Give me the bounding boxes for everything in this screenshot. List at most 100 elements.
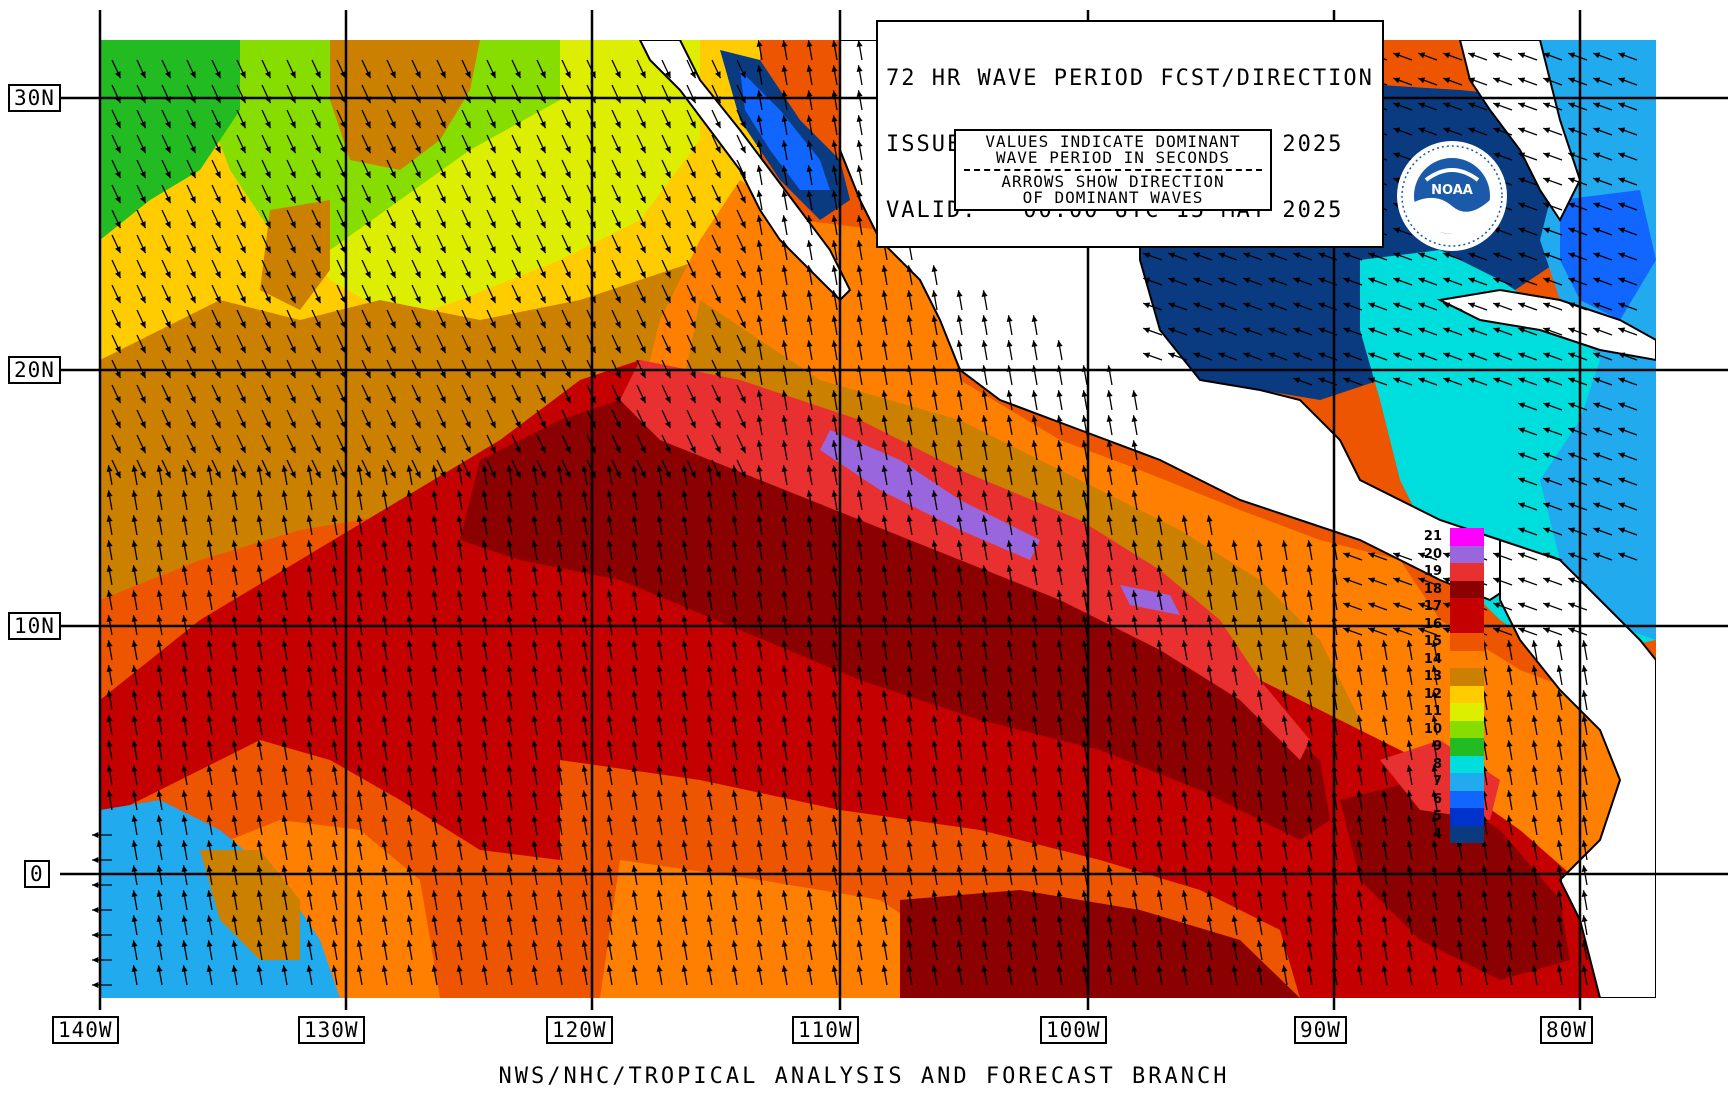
wave-arrow-head	[806, 265, 813, 272]
wave-arrow-head	[206, 915, 213, 922]
wave-arrow-head	[1543, 327, 1551, 334]
wave-arrow-head	[906, 390, 913, 397]
wave-arrow-head	[1618, 427, 1626, 434]
wave-arrow-head	[931, 540, 938, 547]
wave-arrow-head	[781, 140, 788, 147]
wave-arrow-head	[531, 640, 538, 647]
wave-arrow-head	[1156, 515, 1163, 522]
wave-arrow-head	[1131, 590, 1138, 597]
wave-arrow-head	[681, 840, 688, 847]
wave-arrow-head	[265, 171, 271, 179]
wave-arrow-head	[681, 865, 688, 872]
wave-arrow-head	[156, 915, 163, 922]
lon-label-100w: 100W	[1040, 1016, 1107, 1044]
wave-arrow-head	[1081, 565, 1088, 572]
wave-arrow-head	[190, 246, 196, 254]
wave-arrow-head	[1418, 77, 1426, 84]
noaa-logo-text: NOAA	[1431, 183, 1473, 198]
wave-arrow-head	[215, 471, 221, 479]
wave-arrow-head	[140, 446, 146, 454]
colorbar-level-12: 12	[1424, 685, 1484, 703]
wave-arrow-head	[390, 396, 396, 404]
wave-arrow-head	[665, 321, 671, 329]
wave-arrow-head	[206, 665, 213, 672]
wave-arrow-head	[1568, 277, 1576, 284]
wave-arrow-head	[581, 765, 588, 772]
wave-arrow-head	[365, 471, 371, 479]
wave-arrow-head	[431, 590, 438, 597]
wave-arrow-head	[1381, 765, 1388, 772]
wave-arrow-head	[681, 640, 688, 647]
wave-arrow-head	[1406, 965, 1413, 972]
wave-arrow-head	[390, 71, 396, 79]
wave-arrow-head	[1531, 865, 1538, 872]
wave-arrow-head	[156, 790, 163, 797]
wave-arrow-head	[1243, 327, 1251, 334]
wave-arrow-head	[1518, 127, 1526, 134]
wave-arrow-head	[390, 471, 396, 479]
wave-arrow-head	[1218, 302, 1226, 309]
wave-arrow-head	[606, 590, 613, 597]
wave-arrow-head	[690, 346, 696, 354]
wave-arrow-head	[1131, 415, 1138, 422]
wave-arrow-head	[1356, 690, 1363, 697]
wave-arrow-head	[1468, 377, 1476, 384]
wave-arrow-head	[340, 371, 346, 379]
wave-arrow-head	[331, 940, 338, 947]
wave-arrow-head	[856, 65, 863, 72]
wave-arrow-head	[406, 840, 413, 847]
wave-arrow-head	[856, 915, 863, 922]
wave-arrow-head	[1231, 690, 1238, 697]
wave-arrow-head	[206, 690, 213, 697]
wave-arrow-head	[92, 907, 99, 913]
wave-arrow-head	[1531, 690, 1538, 697]
wave-arrow-head	[456, 765, 463, 772]
wave-arrow-head	[781, 190, 788, 197]
wave-arrow-head	[540, 296, 546, 304]
wave-arrow-head	[190, 321, 196, 329]
wave-arrow-head	[531, 840, 538, 847]
wave-arrow-head	[931, 440, 938, 447]
wave-arrow-head	[406, 465, 413, 472]
wave-arrow-head	[215, 121, 221, 129]
wave-arrow-head	[92, 832, 99, 838]
zone-period-18-southeast	[1340, 780, 1570, 980]
wave-arrow-head	[1393, 52, 1401, 59]
wave-arrow-head	[1518, 502, 1526, 509]
wave-arrow-head	[1443, 552, 1451, 559]
wave-arrow-head	[1281, 940, 1288, 947]
wave-arrow-head	[431, 640, 438, 647]
wave-arrow-head	[831, 515, 838, 522]
wave-arrow-head	[531, 565, 538, 572]
wave-arrow-head	[731, 515, 738, 522]
wave-arrow-head	[1368, 302, 1376, 309]
wave-arrow-head	[706, 765, 713, 772]
wave-arrow-head	[490, 321, 496, 329]
wave-arrow-head	[756, 615, 763, 622]
wave-arrow-head	[631, 815, 638, 822]
wave-arrow-head	[440, 271, 446, 279]
wave-arrow-head	[831, 790, 838, 797]
wave-arrow-head	[1381, 790, 1388, 797]
wave-arrow-head	[1581, 690, 1588, 697]
wave-arrow-head	[290, 246, 296, 254]
wave-arrow-head	[881, 665, 888, 672]
wave-arrow-head	[1568, 402, 1576, 409]
wave-arrow-head	[531, 490, 538, 497]
wave-arrow-head	[1568, 502, 1576, 509]
wave-arrow-head	[781, 615, 788, 622]
wave-arrow-head	[640, 396, 646, 404]
wave-arrow-head	[265, 321, 271, 329]
wave-arrow-head	[440, 446, 446, 454]
wave-arrow-head	[1581, 640, 1588, 647]
wave-arrow-head	[1381, 690, 1388, 697]
wave-arrow-head	[556, 590, 563, 597]
colorbar-level-11: 11	[1424, 703, 1484, 721]
zone-period-18-south	[900, 890, 1300, 998]
wave-arrow-head	[706, 865, 713, 872]
wave-arrow-head	[356, 890, 363, 897]
wave-arrow-head	[381, 765, 388, 772]
wave-arrow-head	[1556, 840, 1563, 847]
wave-arrow-head	[306, 615, 313, 622]
wave-arrow-head	[381, 715, 388, 722]
